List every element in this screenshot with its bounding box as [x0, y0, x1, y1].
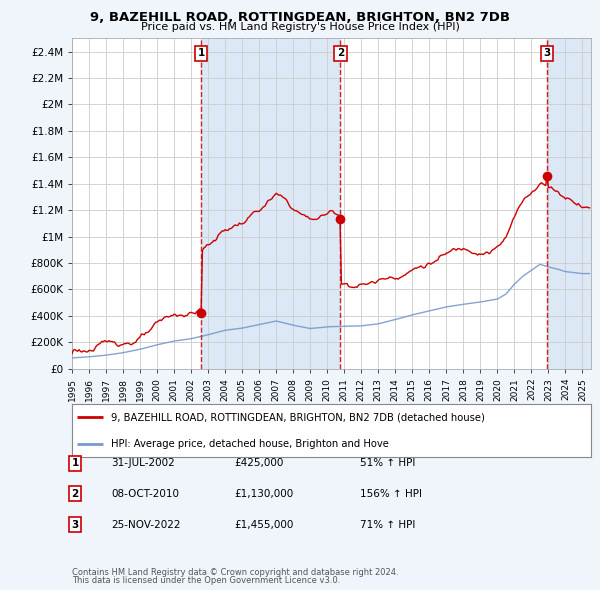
- Text: HPI: Average price, detached house, Brighton and Hove: HPI: Average price, detached house, Brig…: [111, 439, 389, 449]
- Text: 08-OCT-2010: 08-OCT-2010: [111, 489, 179, 499]
- Text: 71% ↑ HPI: 71% ↑ HPI: [360, 520, 415, 529]
- Text: 3: 3: [543, 48, 550, 58]
- Text: 2: 2: [337, 48, 344, 58]
- Text: 1: 1: [197, 48, 205, 58]
- Bar: [547, 38, 591, 369]
- Text: This data is licensed under the Open Government Licence v3.0.: This data is licensed under the Open Gov…: [72, 576, 340, 585]
- Text: 3: 3: [71, 520, 79, 529]
- Text: 9, BAZEHILL ROAD, ROTTINGDEAN, BRIGHTON, BN2 7DB (detached house): 9, BAZEHILL ROAD, ROTTINGDEAN, BRIGHTON,…: [111, 412, 485, 422]
- Text: 25-NOV-2022: 25-NOV-2022: [111, 520, 181, 529]
- Text: Price paid vs. HM Land Registry's House Price Index (HPI): Price paid vs. HM Land Registry's House …: [140, 22, 460, 32]
- Text: Contains HM Land Registry data © Crown copyright and database right 2024.: Contains HM Land Registry data © Crown c…: [72, 568, 398, 577]
- Text: 51% ↑ HPI: 51% ↑ HPI: [360, 458, 415, 468]
- Text: 31-JUL-2002: 31-JUL-2002: [111, 458, 175, 468]
- Bar: [201, 38, 340, 369]
- Text: 9, BAZEHILL ROAD, ROTTINGDEAN, BRIGHTON, BN2 7DB: 9, BAZEHILL ROAD, ROTTINGDEAN, BRIGHTON,…: [90, 11, 510, 24]
- Text: 1: 1: [71, 458, 79, 468]
- Text: £425,000: £425,000: [234, 458, 283, 468]
- Text: £1,455,000: £1,455,000: [234, 520, 293, 529]
- Text: £1,130,000: £1,130,000: [234, 489, 293, 499]
- Text: 156% ↑ HPI: 156% ↑ HPI: [360, 489, 422, 499]
- Text: 2: 2: [71, 489, 79, 499]
